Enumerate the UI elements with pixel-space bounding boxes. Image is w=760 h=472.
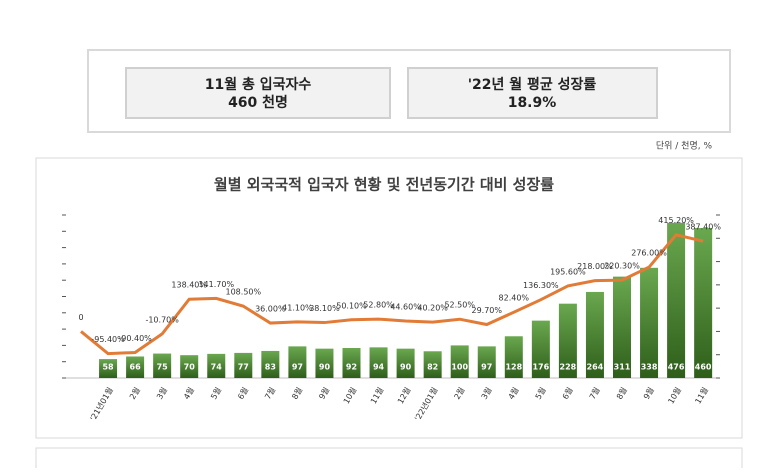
kpi-card — [407, 67, 658, 119]
line-label: 108.50% — [226, 288, 262, 297]
bar — [261, 350, 280, 378]
line-label: 29.70% — [471, 306, 502, 315]
chart-panel — [35, 157, 743, 439]
kpi-card — [125, 67, 391, 119]
bar — [450, 345, 469, 378]
line-label: -10.70% — [145, 315, 179, 324]
bar — [180, 355, 199, 378]
unit-note: 단위 / 천명, % — [656, 141, 713, 152]
bar — [640, 267, 659, 378]
bar-label: 100 — [451, 363, 468, 372]
bar — [234, 352, 253, 378]
kpi-label: 11월 총 입국자수 — [205, 76, 312, 93]
bar-label: 66 — [130, 363, 142, 372]
bar-label: 70 — [184, 363, 196, 372]
bar-label: 228 — [560, 363, 577, 372]
bar-label: 97 — [292, 363, 303, 372]
kpi-value: 460 천명 — [228, 94, 288, 111]
chart-title: 월별 외국국적 입국자 현황 및 전년동기간 대비 성장률 — [214, 176, 554, 194]
bar — [667, 222, 686, 378]
bar-label: 75 — [157, 363, 169, 372]
line-label: 138.40% — [171, 281, 207, 290]
line-label: 44.60% — [390, 303, 421, 312]
bar-label: 77 — [238, 363, 249, 372]
bar-label: 74 — [211, 363, 223, 372]
growth-line — [80, 233, 704, 356]
bar — [126, 356, 145, 378]
bar-label: 82 — [427, 363, 438, 372]
bar — [423, 351, 442, 378]
line-label: 40.20% — [417, 304, 448, 313]
kpi-label: '22년 월 평균 성장률 — [468, 76, 597, 93]
line-label: 0 — [78, 313, 83, 322]
bar-label: 128 — [505, 363, 522, 372]
bar-label: 460 — [695, 363, 712, 372]
line-label: 82.40% — [499, 294, 530, 303]
bar-label: 311 — [614, 363, 631, 372]
bar — [207, 353, 226, 378]
line-label: 387.40% — [685, 223, 721, 232]
line-label: 36.00% — [255, 305, 286, 314]
bar — [694, 228, 713, 378]
bar-label: 264 — [587, 363, 604, 372]
bar — [99, 359, 118, 378]
bar-label: 338 — [641, 363, 658, 372]
bar-label: 58 — [102, 363, 114, 372]
bar — [153, 353, 172, 378]
line-label: 276.00% — [631, 249, 667, 258]
line-label: -95.40% — [91, 335, 125, 344]
bar-label: 476 — [668, 363, 685, 372]
bar-label: 83 — [265, 363, 276, 372]
line-label: 195.60% — [550, 267, 586, 276]
line-label: 38.10% — [309, 304, 340, 313]
line-label: 220.30% — [604, 262, 640, 271]
bar-label: 92 — [346, 363, 357, 372]
bar-label: 176 — [532, 363, 549, 372]
bar — [613, 276, 631, 378]
bar — [396, 348, 415, 378]
bar-label: 90 — [319, 363, 331, 372]
bar-label: 94 — [373, 363, 385, 372]
bar — [288, 346, 307, 378]
bar — [558, 303, 577, 378]
line-label: 52.80% — [363, 301, 394, 310]
bar — [342, 348, 361, 378]
bar — [504, 336, 523, 378]
line-label: 415.20% — [658, 216, 694, 225]
line-label: 41.10% — [282, 303, 313, 312]
line-label: 52.50% — [444, 301, 475, 310]
bar-label: 97 — [481, 363, 492, 372]
line-label: 136.30% — [523, 281, 559, 290]
bar — [477, 346, 496, 378]
line-label: 218.00% — [577, 262, 613, 271]
bar-label: 90 — [400, 363, 412, 372]
bar — [585, 291, 604, 378]
line-label: 50.10% — [336, 301, 367, 310]
bar — [315, 348, 334, 378]
kpi-value: 18.9% — [508, 95, 557, 111]
line-label: -90.40% — [118, 334, 152, 343]
bar — [531, 320, 550, 378]
bar — [369, 347, 388, 378]
line-label: 141.70% — [198, 280, 234, 289]
next-panel — [35, 447, 743, 472]
